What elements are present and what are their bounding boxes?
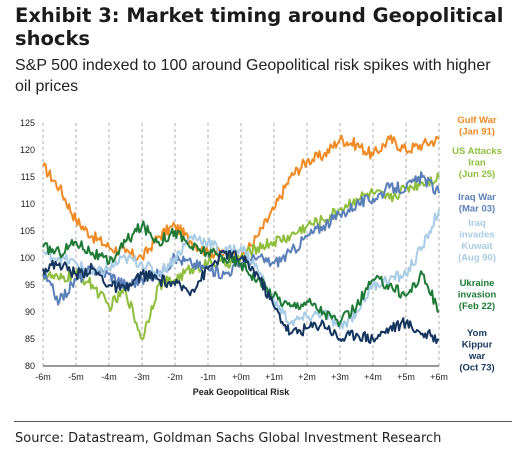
- series-label-4: Ukraine: [460, 278, 495, 289]
- x-tick-label: -5m: [68, 372, 84, 382]
- y-tick-label: 95: [25, 280, 35, 290]
- series-label-5: war: [468, 351, 486, 362]
- series-lines: [42, 134, 440, 345]
- series-label-1: Iran: [468, 158, 486, 169]
- divider: [14, 421, 512, 422]
- source-note: Source: Datastream, Goldman Sachs Global…: [15, 431, 442, 446]
- y-tick-label: 125: [20, 118, 35, 128]
- x-tick-label: -1m: [200, 372, 216, 382]
- x-tick-label: +1m: [265, 372, 283, 382]
- y-tick-labels: 80 85 90 95 100 105 110 115 120 125: [20, 118, 35, 371]
- x-tick-label: -3m: [134, 372, 150, 382]
- y-tick-label: 90: [25, 307, 35, 317]
- x-tick-label: -6m: [35, 372, 51, 382]
- series-label-4: (Feb 22): [459, 301, 495, 312]
- chart-subtitle: S&P 500 indexed to 100 around Geopolitic…: [15, 57, 491, 95]
- series-label-3: Iraq: [468, 218, 486, 229]
- series-line-4: [42, 220, 440, 328]
- y-tick-label: 110: [21, 199, 35, 209]
- x-tick-label: -4m: [101, 372, 117, 382]
- y-tick-label: 85: [25, 334, 35, 344]
- x-tick-label: +4m: [364, 372, 382, 382]
- y-tick-label: 105: [20, 226, 35, 236]
- y-tick-label: 100: [20, 253, 35, 263]
- x-tick-label: +5m: [397, 372, 415, 382]
- line-chart: -6m -5m -4m -3m -2m -1m +0m +1m +2m +3m +4m +5m +6m …: [20, 115, 502, 397]
- x-tick-label: +0m: [232, 372, 250, 382]
- x-tick-label: -2m: [167, 372, 183, 382]
- series-label-2: Iraq War: [458, 192, 496, 203]
- series-label-3: (Aug 90): [458, 253, 496, 264]
- chart-title: Exhibit 3: Market timing around Geopolit…: [15, 4, 504, 50]
- y-tick-label: 120: [20, 145, 35, 155]
- series-label-2: (Mar 03): [459, 204, 495, 215]
- y-tick-label: 115: [21, 172, 35, 182]
- series-line-3: [42, 209, 440, 330]
- series-label-0: Gulf War: [457, 115, 497, 126]
- series-label-5: Kippur: [462, 340, 493, 351]
- series-label-4: invasion: [458, 290, 497, 301]
- series-label-1: (Jun 25): [459, 169, 495, 180]
- x-tick-label: +3m: [331, 372, 349, 382]
- series-label-0: (Jan 91): [459, 127, 495, 138]
- series-line-5: [42, 249, 440, 345]
- x-tick-labels: -6m -5m -4m -3m -2m -1m +0m +1m +2m +3m +4m +5m +6m: [35, 372, 448, 382]
- x-tick-label: +2m: [298, 372, 316, 382]
- series-label-3: Kuwait: [461, 241, 493, 252]
- x-axis-label: Peak Geopolitical Risk: [193, 387, 291, 397]
- series-label-5: (Oct 73): [459, 363, 494, 374]
- series-label-3: invades: [459, 230, 494, 241]
- series-label-5: Yom: [467, 328, 487, 339]
- x-tick-label: +6m: [430, 372, 448, 382]
- series-label-1: US Attacks: [452, 146, 502, 157]
- y-tick-label: 80: [25, 361, 35, 371]
